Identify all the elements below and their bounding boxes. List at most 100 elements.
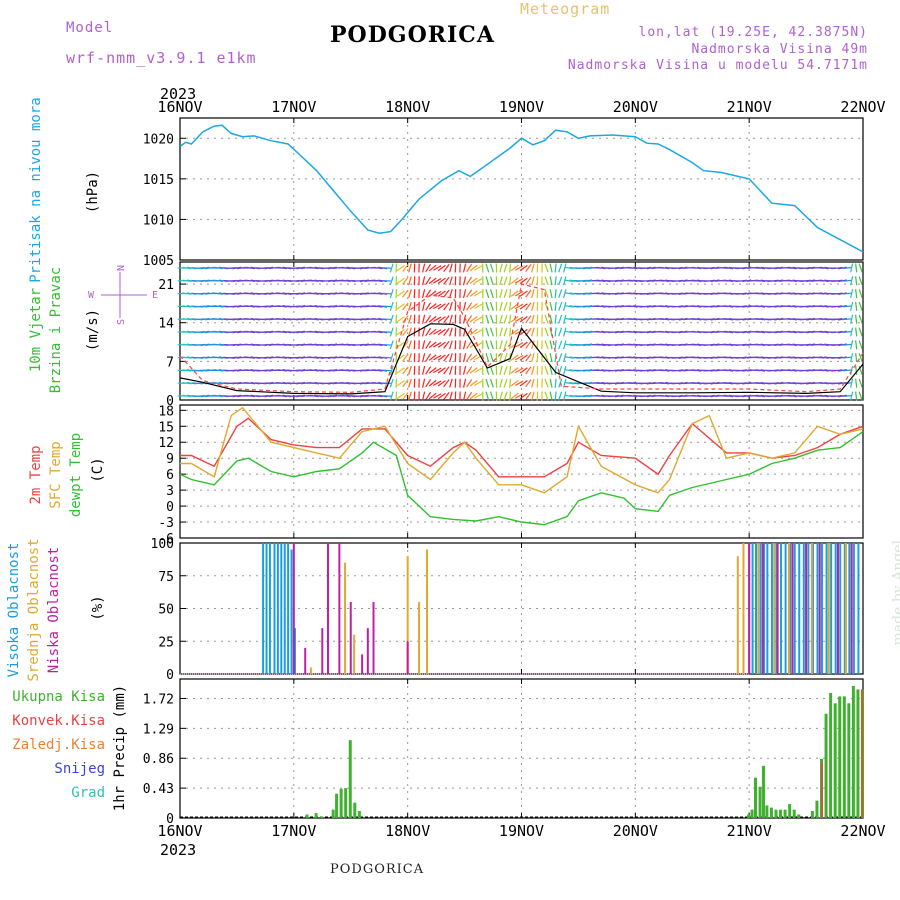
wind-arrow	[837, 394, 848, 398]
wind-arrow	[200, 266, 210, 270]
wind-arrow	[554, 353, 557, 363]
wind-arrow	[232, 394, 242, 398]
wind-arrow	[382, 369, 392, 372]
wind-arrow	[449, 391, 453, 401]
wind-arrow	[774, 343, 784, 347]
wind-arrow	[309, 266, 319, 270]
wind-arrow	[218, 317, 228, 321]
precip-bar-total	[774, 809, 778, 818]
wind-arrow	[449, 289, 453, 299]
wind-arrow	[801, 330, 811, 334]
wind-arrow	[724, 266, 734, 270]
wind-arrow	[833, 330, 843, 334]
wind-arrow	[769, 305, 779, 308]
wind-arrow	[503, 327, 508, 337]
wind-arrow	[466, 340, 473, 349]
wind-arrow	[449, 340, 453, 350]
wind-arrow	[737, 318, 747, 321]
wind-arrow	[382, 305, 392, 308]
wind-arrow	[769, 279, 779, 282]
wind-arrow	[402, 366, 409, 375]
wind-arrow	[437, 392, 446, 400]
wind-arrow	[309, 356, 319, 359]
wind-arrow	[425, 340, 432, 349]
wind-arrow	[531, 353, 535, 363]
wind-arrow	[466, 366, 473, 375]
wind-arrow	[428, 354, 437, 361]
wind-arrow	[692, 381, 702, 385]
wind-arrow	[660, 343, 670, 347]
wind-arrow	[692, 305, 702, 308]
wind-arrow	[469, 367, 478, 374]
wind-arrow	[646, 330, 656, 334]
wind-arrow	[182, 330, 192, 334]
wind-arrow	[309, 381, 319, 385]
wind-arrow	[422, 340, 426, 350]
wind-arrow	[503, 314, 508, 324]
wind-arrow	[582, 343, 593, 347]
model-label: Model	[66, 20, 114, 36]
wind-arrow	[519, 303, 528, 310]
wind-arrow	[596, 317, 606, 321]
precip-ytick-label: 0.86	[143, 752, 174, 767]
wind-arrow	[519, 290, 528, 297]
wind-arrow	[692, 394, 702, 398]
wind-arrow	[660, 292, 670, 295]
wind-arrow	[742, 356, 752, 359]
wind-arrow	[341, 330, 351, 334]
wind-arrow	[443, 328, 450, 336]
wind-arrow	[232, 369, 242, 372]
wind-arrow	[250, 317, 260, 321]
wind-arrow	[282, 330, 292, 334]
wind-arrow	[519, 380, 528, 387]
wind-arrow	[806, 343, 816, 347]
wind-arrow	[558, 263, 563, 273]
wind-arrow	[422, 263, 426, 273]
wind-arrow	[246, 279, 256, 283]
wind-arrow	[855, 378, 858, 388]
precip-legend-0: Ukupna Kisa	[12, 689, 105, 705]
wind-arrow	[485, 276, 490, 286]
wind-arrow	[842, 356, 852, 359]
wind-arrows	[177, 263, 863, 401]
wind-arrow	[742, 381, 752, 385]
wind-arrow	[674, 305, 684, 308]
wind-arrow	[806, 381, 816, 385]
wind-arrow	[525, 302, 532, 311]
time-label-top: 18NOV	[385, 98, 430, 116]
wind-arrow	[182, 343, 192, 347]
wind-arrow	[842, 369, 852, 372]
wind-arrow	[558, 276, 563, 286]
wind-arrow	[614, 305, 624, 308]
wind-arrow	[186, 369, 196, 372]
wind-arrow	[232, 292, 242, 295]
wind-arrow	[182, 266, 192, 270]
wind-arrow	[525, 315, 532, 324]
wind-arrow	[596, 305, 606, 308]
wind-arrow	[742, 394, 752, 398]
wind-arrow	[674, 279, 684, 282]
wind-arrow	[544, 276, 549, 286]
wind-arrow	[246, 381, 256, 385]
wind-arrow	[422, 365, 426, 375]
wind-arrow	[509, 327, 512, 337]
wind-arrow	[296, 305, 306, 308]
wind-arrow	[737, 330, 747, 334]
wind-arrow	[678, 305, 688, 308]
wind-arrow	[437, 264, 446, 272]
wind-arrow	[389, 276, 394, 286]
year-label-top: 2023	[160, 85, 196, 103]
wind-arrow	[408, 340, 412, 350]
wind-arrow	[710, 330, 720, 334]
wind-arrow	[186, 381, 196, 385]
wind-arrow	[186, 394, 196, 398]
wind-arrow	[328, 381, 338, 385]
wind-arrow	[469, 277, 478, 285]
wind-arrow	[596, 381, 606, 385]
wind-arrow	[596, 369, 606, 372]
wind-arrow	[646, 305, 656, 308]
clouds-ytick-label: 75	[158, 570, 174, 585]
wind-arrow	[200, 369, 210, 372]
wind-arrow	[359, 356, 369, 359]
